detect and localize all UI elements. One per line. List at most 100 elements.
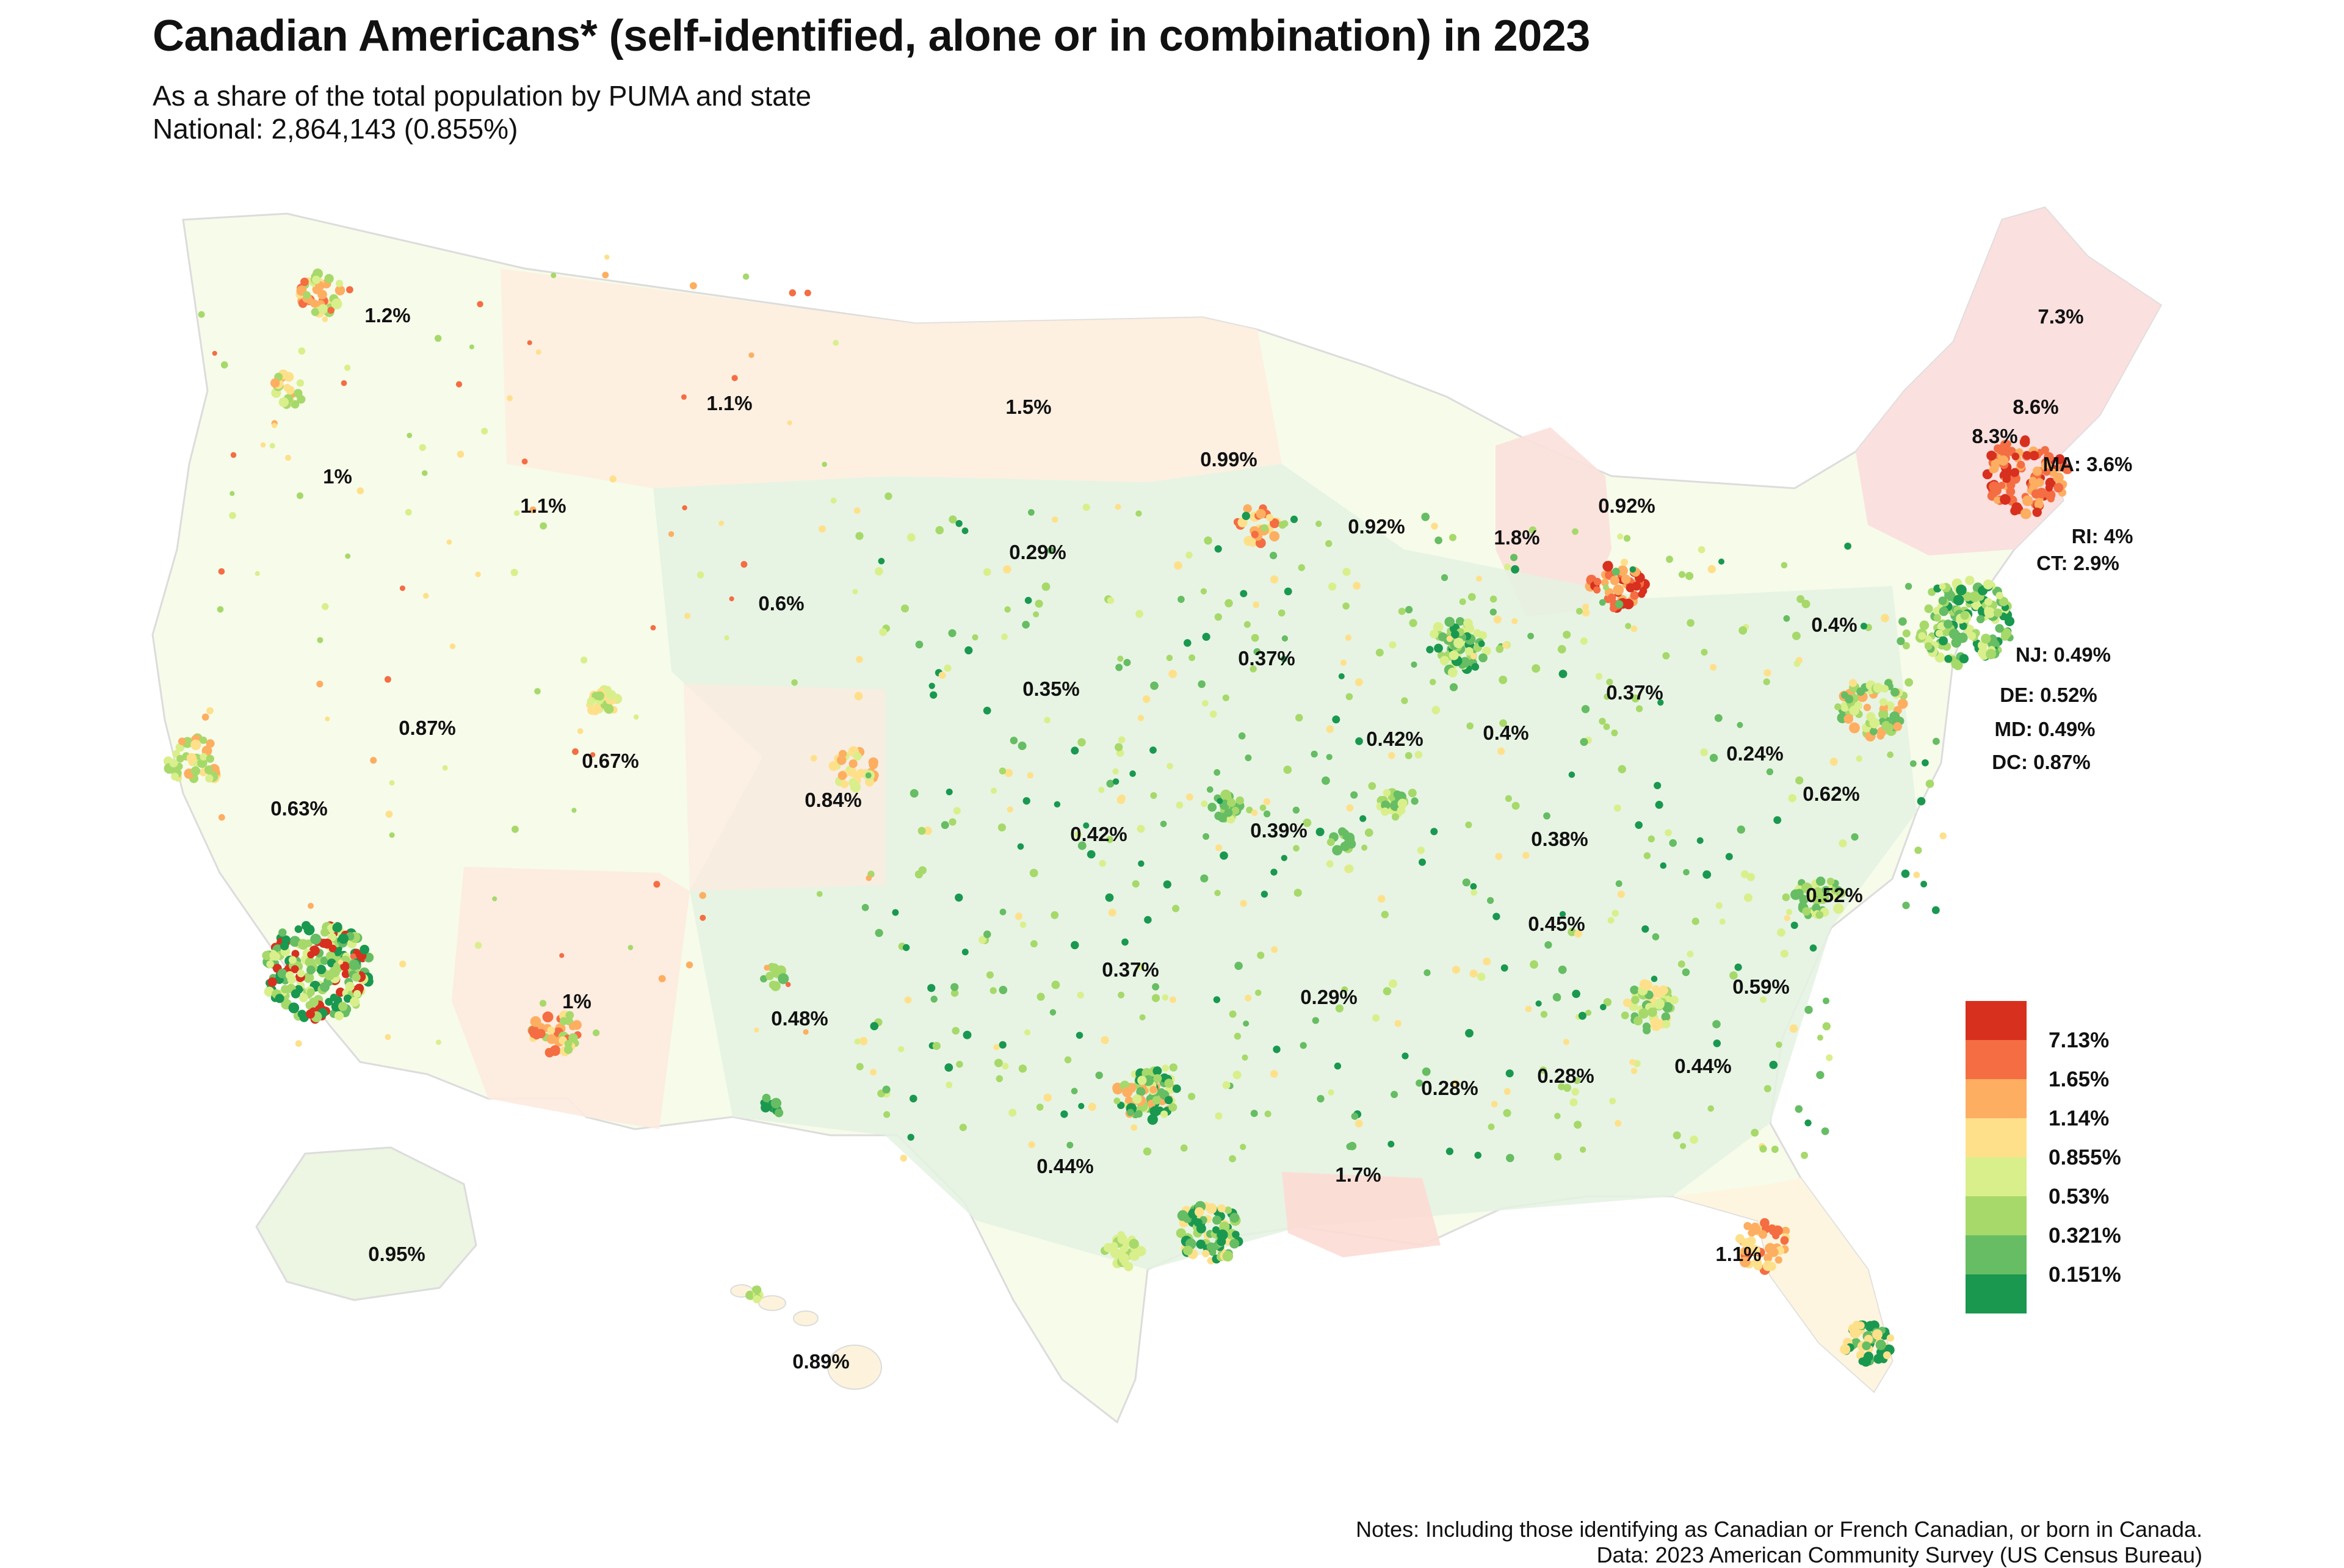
puma-dot xyxy=(169,759,178,768)
puma-dot xyxy=(853,507,861,514)
legend-label: 0.151% xyxy=(2049,1263,2121,1287)
puma-dot xyxy=(1217,798,1223,804)
puma-dot xyxy=(753,1285,762,1295)
puma-dot xyxy=(604,255,610,260)
puma-dot xyxy=(1901,869,1910,878)
puma-dot xyxy=(1890,687,1900,697)
puma-dot xyxy=(1051,911,1059,919)
puma-dot xyxy=(1762,1260,1773,1271)
puma-dot xyxy=(1138,860,1145,867)
puma-dot xyxy=(1441,574,1449,582)
puma-dot xyxy=(320,928,330,937)
puma-dot xyxy=(2022,495,2033,507)
puma-dot xyxy=(1353,582,1361,590)
puma-dot xyxy=(1873,1354,1884,1364)
puma-dot xyxy=(1383,987,1392,995)
puma-dot xyxy=(1902,901,1910,909)
puma-dot xyxy=(317,637,324,643)
puma-dot xyxy=(1342,602,1350,610)
puma-dot xyxy=(1572,528,1579,535)
puma-dot xyxy=(1638,590,1646,598)
puma-dot xyxy=(1623,598,1634,610)
puma-dot xyxy=(828,761,839,771)
puma-dot xyxy=(999,1041,1007,1049)
puma-dot xyxy=(1780,949,1789,958)
puma-dot xyxy=(628,945,634,950)
puma-dot xyxy=(1162,994,1169,1001)
puma-dot xyxy=(547,1026,555,1035)
puma-dot xyxy=(1222,694,1229,701)
puma-dot xyxy=(1654,781,1662,790)
puma-dot xyxy=(1206,1242,1216,1252)
puma-dot xyxy=(1685,571,1694,580)
puma-dot xyxy=(946,1082,953,1089)
puma-dot xyxy=(1864,1351,1874,1362)
puma-dot xyxy=(1028,1141,1035,1149)
hawaii-islands xyxy=(730,1284,882,1390)
puma-dot xyxy=(1342,568,1351,576)
puma-dot xyxy=(1278,609,1286,617)
puma-dot xyxy=(1933,614,1942,622)
puma-dot xyxy=(1851,833,1859,841)
puma-dot xyxy=(316,964,327,975)
map-subtitle: As a share of the total population by PU… xyxy=(153,79,811,145)
puma-dot xyxy=(1269,531,1280,542)
puma-dot xyxy=(944,1063,953,1072)
puma-dot xyxy=(2055,454,2065,464)
puma-dot xyxy=(539,1000,547,1007)
puma-dot xyxy=(1710,663,1717,671)
puma-dot xyxy=(1967,632,1977,640)
puma-dot xyxy=(1774,1256,1782,1264)
puma-dot xyxy=(1909,760,1917,767)
puma-dot xyxy=(1492,912,1500,920)
puma-dot xyxy=(327,306,335,314)
puma-dot xyxy=(1768,1226,1779,1236)
puma-dot xyxy=(754,1027,759,1033)
puma-dot xyxy=(994,1058,1003,1068)
puma-dot xyxy=(303,291,311,299)
puma-dot xyxy=(1527,632,1534,640)
puma-dot xyxy=(1257,952,1265,959)
puma-dot xyxy=(1856,755,1863,762)
puma-dot xyxy=(267,977,277,987)
puma-dot xyxy=(1439,656,1450,666)
puma-dot xyxy=(910,1094,917,1103)
puma-dot xyxy=(1337,827,1347,836)
puma-dot xyxy=(1960,611,1969,620)
notes-line-1: Notes: Including those identifying as Ca… xyxy=(1356,1517,2202,1542)
state-label-de: DE: 0.52% xyxy=(2000,684,2097,706)
puma-dot xyxy=(1610,576,1619,585)
puma-dot xyxy=(529,506,537,514)
puma-dot xyxy=(731,375,738,381)
puma-dot xyxy=(1198,680,1206,688)
puma-dot xyxy=(2045,484,2053,492)
puma-dot xyxy=(1839,839,1847,848)
puma-dot xyxy=(1281,854,1287,861)
puma-dot xyxy=(1232,1230,1240,1238)
puma-dot xyxy=(1984,598,1992,606)
puma-dot xyxy=(861,904,869,911)
puma-dot xyxy=(1414,751,1423,759)
puma-dot xyxy=(1166,654,1173,662)
puma-dot xyxy=(1578,1011,1586,1020)
puma-dot xyxy=(269,443,275,449)
puma-dot xyxy=(1234,961,1243,970)
puma-dot xyxy=(1654,999,1665,1010)
puma-dot xyxy=(1486,897,1494,905)
puma-dot xyxy=(288,956,297,964)
puma-dot xyxy=(1698,546,1706,554)
puma-dot xyxy=(1060,1110,1068,1118)
puma-dot xyxy=(1074,831,1082,838)
puma-dot xyxy=(1194,1207,1204,1217)
puma-dot xyxy=(1444,616,1455,627)
puma-dot xyxy=(1530,960,1538,969)
puma-dot xyxy=(1137,1075,1147,1085)
puma-dot xyxy=(1209,710,1217,718)
puma-dot xyxy=(1714,714,1723,722)
puma-dot xyxy=(1804,1119,1812,1127)
puma-dot xyxy=(1715,902,1723,909)
puma-dot xyxy=(1618,765,1627,773)
puma-dot xyxy=(1559,911,1566,917)
puma-dot xyxy=(1284,587,1292,596)
puma-dot xyxy=(1633,1016,1643,1026)
